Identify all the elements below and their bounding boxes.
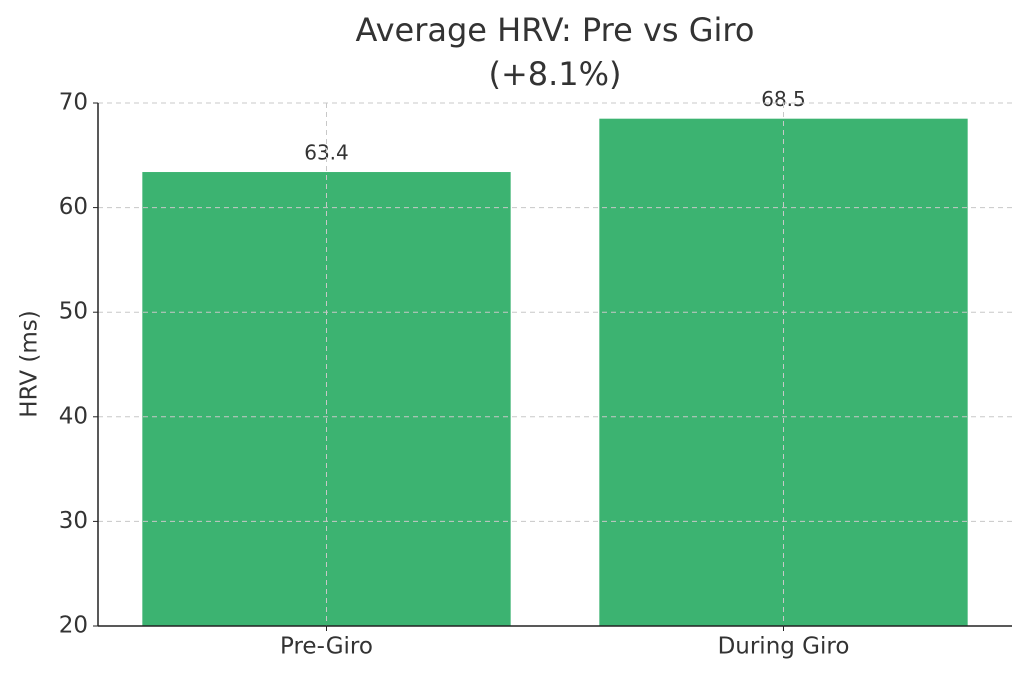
chart-subtitle: (+8.1%) (488, 55, 621, 93)
chart-title: Average HRV: Pre vs Giro (356, 11, 755, 49)
y-tick-label: 20 (59, 613, 88, 639)
y-tick-label: 40 (59, 403, 88, 429)
x-tick-label: Pre-Giro (280, 634, 373, 660)
y-tick-label: 30 (59, 508, 88, 534)
x-tick-label: During Giro (718, 634, 850, 660)
y-axis-label: HRV (ms) (17, 310, 43, 417)
y-tick-label: 70 (59, 90, 88, 116)
y-tick-label: 50 (59, 299, 88, 325)
y-tick-label: 60 (59, 194, 88, 220)
